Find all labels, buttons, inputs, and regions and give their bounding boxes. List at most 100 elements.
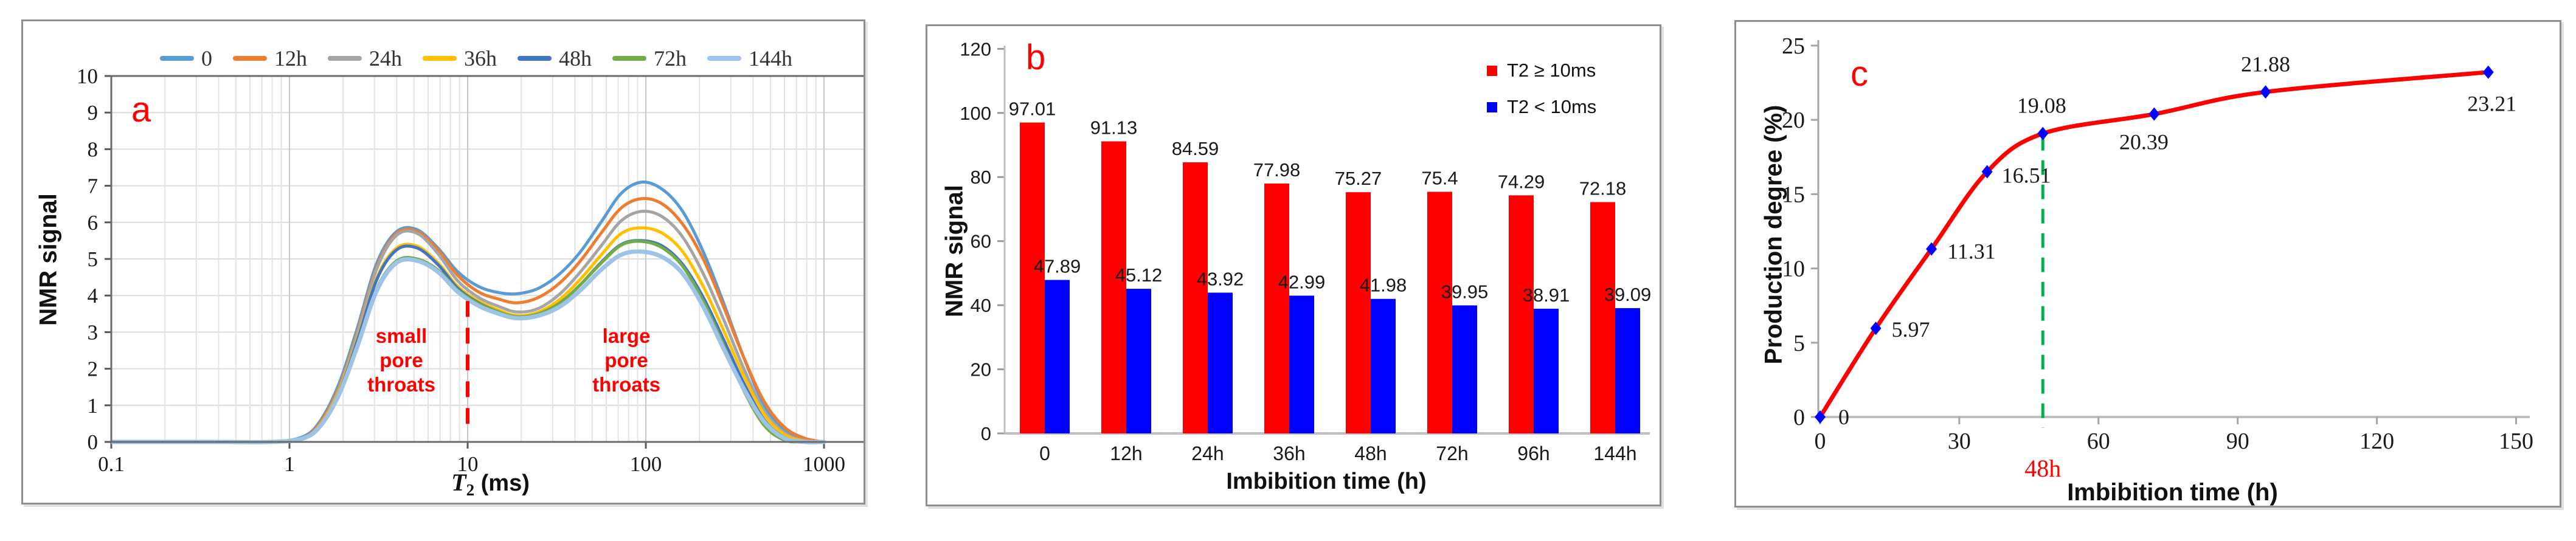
bar-blue-0 [1045,280,1070,433]
bar-value-label: 72.18 [1579,177,1627,199]
series-line-144h [111,249,826,444]
t2-symbol: T [451,469,466,496]
panel-c-production-degree: 0 5 10 15 20 25 0 30 60 90 120 150 48h 0 5.97 11.31 16.5… [1734,20,2561,508]
point-value-label: 23.21 [2467,92,2516,116]
x-tick-label: 30 [1948,429,1971,454]
bar-value-label: 39.95 [1441,281,1489,302]
point-value-label: 21.88 [2241,52,2290,76]
bar-red-96h [1509,195,1534,433]
y-tick-label: 1 [88,394,99,418]
point-value-label: 0 [1838,405,1849,429]
bar-value-label: 97.01 [1009,98,1056,120]
x-category-label: 72h [1436,443,1468,464]
panel-letter-b: b [1026,38,1046,77]
y-tick-label: 2 [88,357,99,381]
t2-distribution-chart: 0 1 2 3 4 5 6 7 8 9 10 0.1 1 10 100 1000 [77,64,864,476]
y-tick-label: 60 [971,231,991,252]
y-tick-label: 8 [88,137,99,161]
point-value-label: 19.08 [2017,94,2066,118]
production-degree-line [1818,70,2491,419]
bar-blue-24h [1208,292,1233,433]
x-tick-label: 120 [2360,429,2394,454]
y-tick-label: 40 [971,295,991,316]
y-tick-label: 5 [88,247,99,271]
bar-red-36h [1264,183,1289,433]
x-tick-label: 150 [2499,429,2533,454]
bar-value-label: 41.98 [1360,275,1407,296]
y-tick-label: 10 [1782,257,1805,282]
diamond-marker [1870,322,1882,336]
x-category-label: 96h [1517,443,1549,464]
legend-item-24h: 24h [328,46,402,71]
panel-b-nmr-signal-bars: 0 20 40 60 80 100 120 97.01 47.89 0 91.13 45.12 12h 8… [926,24,1661,506]
legend-dash-icon [423,56,457,61]
y-tick-label: 0 [1793,405,1805,430]
y-tick-label: 9 [88,101,99,125]
diamond-marker [2482,65,2494,79]
y-axis-title-c: Production degree (%) [1760,105,1787,365]
y-tick-label: 7 [88,174,99,198]
bar-red-72h [1427,191,1452,433]
x-tick-label: 10 [457,452,479,476]
x-category-label: 144h [1593,443,1636,464]
diamond-marker [2260,85,2271,99]
legend-dash-icon [160,56,194,61]
y-tick-label: 100 [960,103,991,124]
y-tick-label: 20 [1782,108,1805,133]
legend-item-36h: 36h [423,46,497,71]
x-category-label: 12h [1110,443,1142,464]
bar-blue-96h [1534,308,1559,433]
bar-value-label: 39.09 [1604,284,1652,305]
legend-dash-icon [233,56,267,61]
legend-item: T2 < 10ms [1487,94,1596,120]
legend-dash-icon [612,56,646,61]
bar-value-label: 84.59 [1172,138,1219,159]
panel-letter-c: c [1851,54,1868,94]
point-value-label: 5.97 [1892,317,1930,342]
diamond-marker [1926,242,1937,256]
bar-blue-48h [1371,298,1396,433]
legend-dash-icon [328,56,362,61]
bar-red-48h [1346,192,1371,433]
y-tick-label: 20 [971,359,991,381]
x-category-label: 24h [1191,443,1224,464]
y-tick-label: 5 [1793,331,1805,356]
point-value-label: 16.51 [2002,163,2051,187]
bar-blue-12h [1126,289,1151,433]
legend-label: 48h [559,46,592,71]
annotation-small-pore-throats: small pore throats [367,325,435,396]
diamond-marker [1815,410,1826,424]
legend-item-48h: 48h [518,46,592,71]
bar-red-0 [1020,122,1045,433]
legend-dash-icon [707,56,741,61]
x-tick-label: 100 [630,452,662,476]
t2-unit: (ms) [474,470,530,496]
legend-item: T2 ≥ 10ms [1487,58,1596,83]
legend-square-icon [1487,102,1497,112]
bar-value-label: 74.29 [1498,171,1545,192]
y-axis-title-a: NMR signal [35,193,62,326]
legend-label: 24h [369,46,402,71]
legend-item-72h: 72h [612,46,687,71]
x-axis-title-c: Imbibition time (h) [2067,479,2278,506]
bar-value-label: 77.98 [1253,159,1301,181]
legend-label: T2 ≥ 10ms [1507,60,1596,81]
x-axis-title-a: T2 (ms) [111,468,870,500]
legend-label: 72h [654,46,687,71]
bar-red-24h [1183,162,1208,433]
bar-value-label: 42.99 [1278,271,1326,292]
y-tick-label: 4 [88,284,99,308]
bar-value-label: 75.4 [1421,167,1458,188]
bar-value-label: 75.27 [1335,168,1382,189]
bar-value-label: 43.92 [1197,268,1244,289]
legend-panel-b: T2 ≥ 10ms T2 < 10ms [1487,58,1596,131]
point-value-label: 11.31 [1947,239,1996,264]
x-tick-label: 0 [1815,429,1826,454]
diamond-marker [1981,165,1993,179]
bar-blue-36h [1289,295,1314,433]
x-category-label: 0 [1039,443,1050,464]
y-tick-label: 25 [1782,33,1805,59]
bar-red-144h [1590,202,1615,433]
x-tick-label: 90 [2226,429,2249,454]
